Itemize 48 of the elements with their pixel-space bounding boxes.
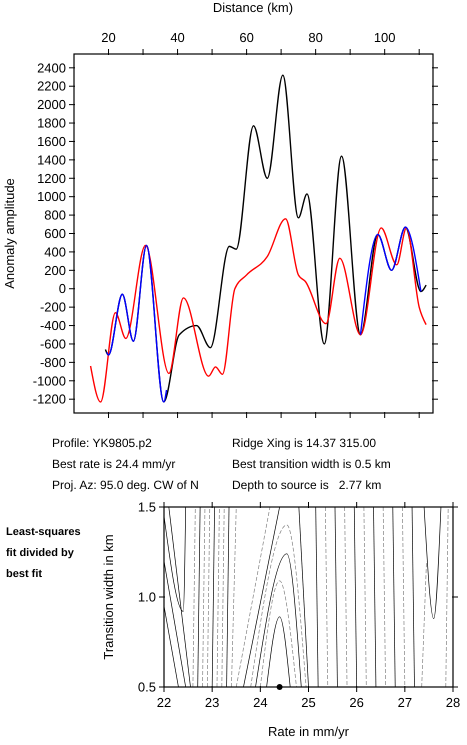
x-tick-label: 23	[204, 695, 220, 710]
y-tick-label: 1.5	[138, 500, 156, 514]
text: Depth to source is 2.77 km	[232, 478, 382, 492]
y-tick-label: 0.5	[138, 680, 156, 694]
x-tick-label: 20	[101, 30, 116, 45]
y-tick-label: -1000	[32, 373, 66, 388]
line-series	[90, 218, 427, 403]
y-tick-label: 1600	[37, 134, 66, 149]
x-tick-label: 80	[308, 30, 323, 45]
x-tick-label: 26	[349, 695, 364, 710]
text: Proj. Az: 95.0 deg. CW of N	[52, 478, 199, 492]
text: Least-squares fit divided by best fit	[6, 526, 81, 580]
y-axis-title: Anomaly amplitude	[2, 178, 17, 289]
y-tick-label: 1400	[37, 152, 66, 168]
y-tick-label: 1000	[37, 189, 66, 204]
y-tick-label: 2200	[37, 78, 66, 94]
y-axis-title: Transition width in km	[101, 534, 116, 660]
y-tick-label: 1200	[37, 170, 66, 186]
x-tick-label: 25	[301, 695, 316, 710]
text: Best transition width is 0.5 km	[232, 457, 391, 471]
text: Profile: YK9805.p2	[52, 436, 152, 450]
y-tick-label: -1200	[32, 392, 66, 407]
text: Ridge Xing is 14.37 315.00	[232, 436, 376, 450]
x-axis-title: Rate in mm/yr	[268, 724, 350, 739]
y-tick-label: 2400	[37, 60, 66, 76]
y-tick-label: 2000	[37, 97, 66, 112]
y-tick-label: 0	[58, 281, 66, 296]
x-tick-label: 28	[446, 695, 460, 710]
line-series	[360, 226, 422, 336]
x-axis-title: Distance (km)	[212, 0, 294, 15]
x-tick-label: 27	[398, 695, 412, 710]
y-tick-label: 400	[44, 244, 66, 260]
y-tick-label: -600	[40, 336, 66, 352]
y-tick-label: 1800	[37, 116, 66, 131]
y-tick-label: 1.0	[138, 590, 156, 604]
x-tick-label: 100	[374, 30, 396, 45]
text: Best rate is 24.4 mm/yr	[52, 457, 176, 471]
x-tick-label: 22	[156, 695, 172, 710]
y-tick-label: 200	[44, 262, 66, 278]
x-tick-label: 60	[239, 30, 254, 45]
x-tick-label: 40	[170, 30, 185, 45]
line-series	[106, 244, 168, 403]
y-tick-label: 600	[44, 226, 66, 241]
y-tick-label: 800	[44, 208, 66, 223]
y-tick-label: -400	[40, 318, 66, 334]
y-tick-label: -200	[40, 300, 66, 315]
x-tick-label: 24	[253, 695, 268, 710]
y-tick-label: -800	[40, 354, 66, 370]
